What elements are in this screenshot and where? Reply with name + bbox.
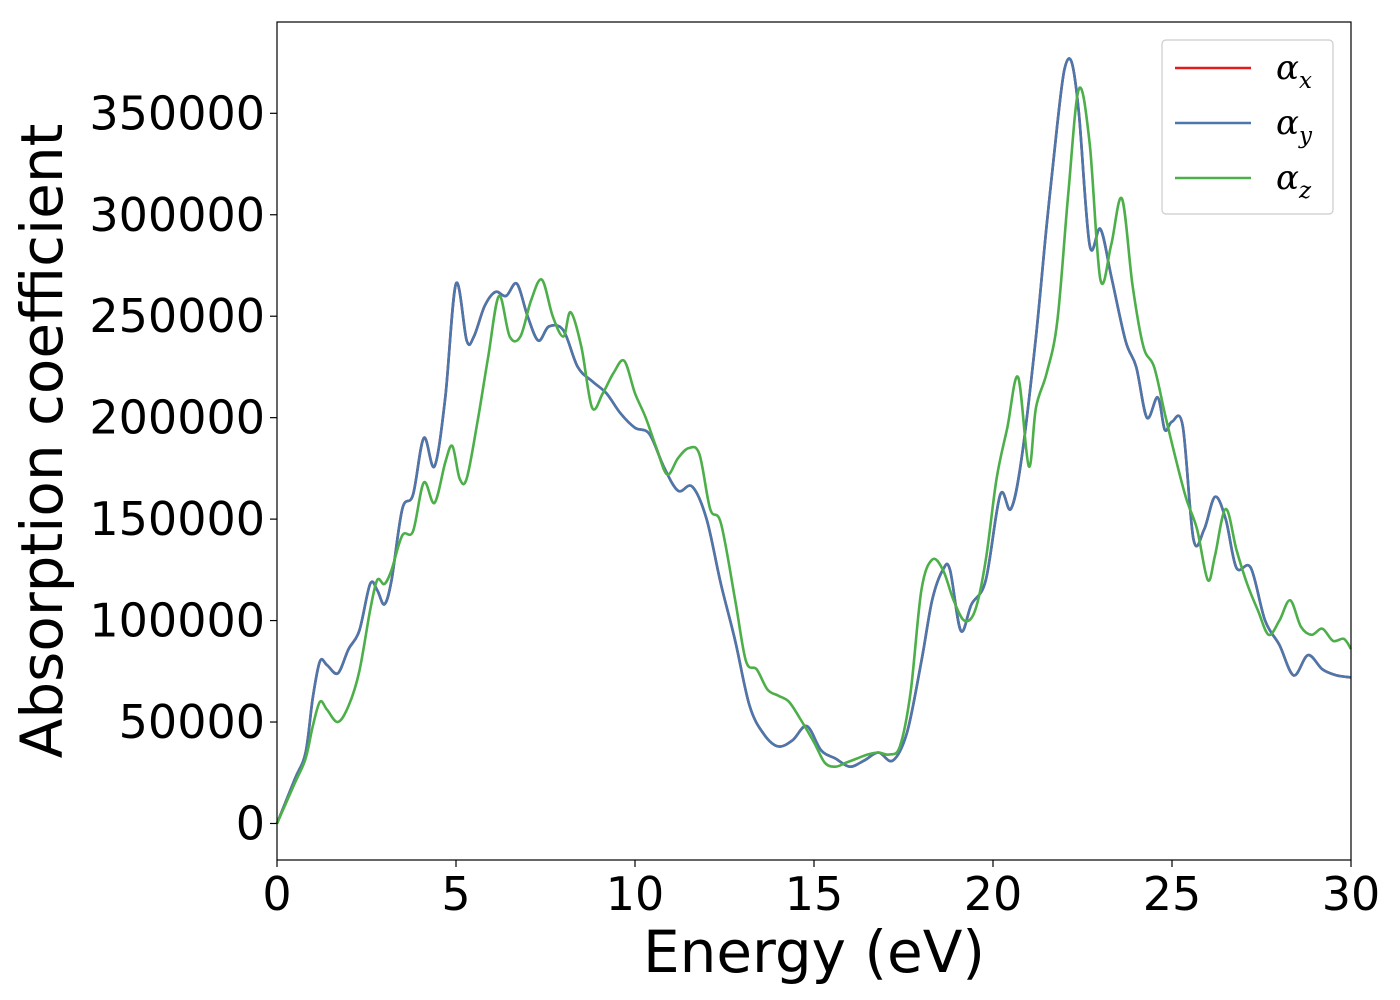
x-tick-label: 0 bbox=[262, 867, 291, 921]
x-axis: 0 5 10 15 20 25 30 bbox=[262, 860, 1380, 921]
legend-label-z: αz bbox=[1276, 158, 1312, 204]
y-tick-label: 0 bbox=[236, 796, 265, 850]
legend-subscript: z bbox=[1298, 178, 1312, 204]
x-tick-label: 20 bbox=[964, 867, 1023, 921]
legend-symbol: α bbox=[1276, 158, 1299, 198]
y-axis-label: Absorption coefficient bbox=[8, 124, 76, 759]
x-tick-label: 10 bbox=[606, 867, 665, 921]
legend-subscript: x bbox=[1299, 68, 1312, 94]
legend-symbol: α bbox=[1276, 48, 1299, 88]
y-tick-label: 50000 bbox=[119, 695, 265, 749]
legend-symbol: α bbox=[1276, 103, 1299, 143]
y-tick-label: 100000 bbox=[89, 594, 265, 648]
legend-box bbox=[1161, 39, 1334, 215]
legend-label-x: αx bbox=[1276, 48, 1312, 94]
series-layer bbox=[275, 57, 1353, 825]
x-tick-label: 5 bbox=[441, 867, 470, 921]
x-tick-label: 25 bbox=[1143, 867, 1202, 921]
x-tick-label: 30 bbox=[1322, 867, 1381, 921]
series-line-z bbox=[275, 86, 1353, 825]
y-tick-label: 200000 bbox=[89, 391, 265, 445]
x-axis-label: Energy (eV) bbox=[643, 918, 985, 986]
x-tick-label: 15 bbox=[785, 867, 844, 921]
y-tick-label: 250000 bbox=[89, 289, 265, 343]
legend-subscript: y bbox=[1298, 123, 1313, 149]
series-line-y bbox=[275, 57, 1352, 824]
y-tick-label: 350000 bbox=[89, 86, 265, 140]
y-axis: 0 50000 100000 150000 200000 250000 300000 3500… bbox=[89, 86, 277, 850]
legend-label-y: αy bbox=[1276, 103, 1313, 149]
plot-frame bbox=[276, 21, 1352, 861]
y-tick-label: 300000 bbox=[89, 188, 265, 242]
y-tick-label: 150000 bbox=[89, 492, 265, 546]
